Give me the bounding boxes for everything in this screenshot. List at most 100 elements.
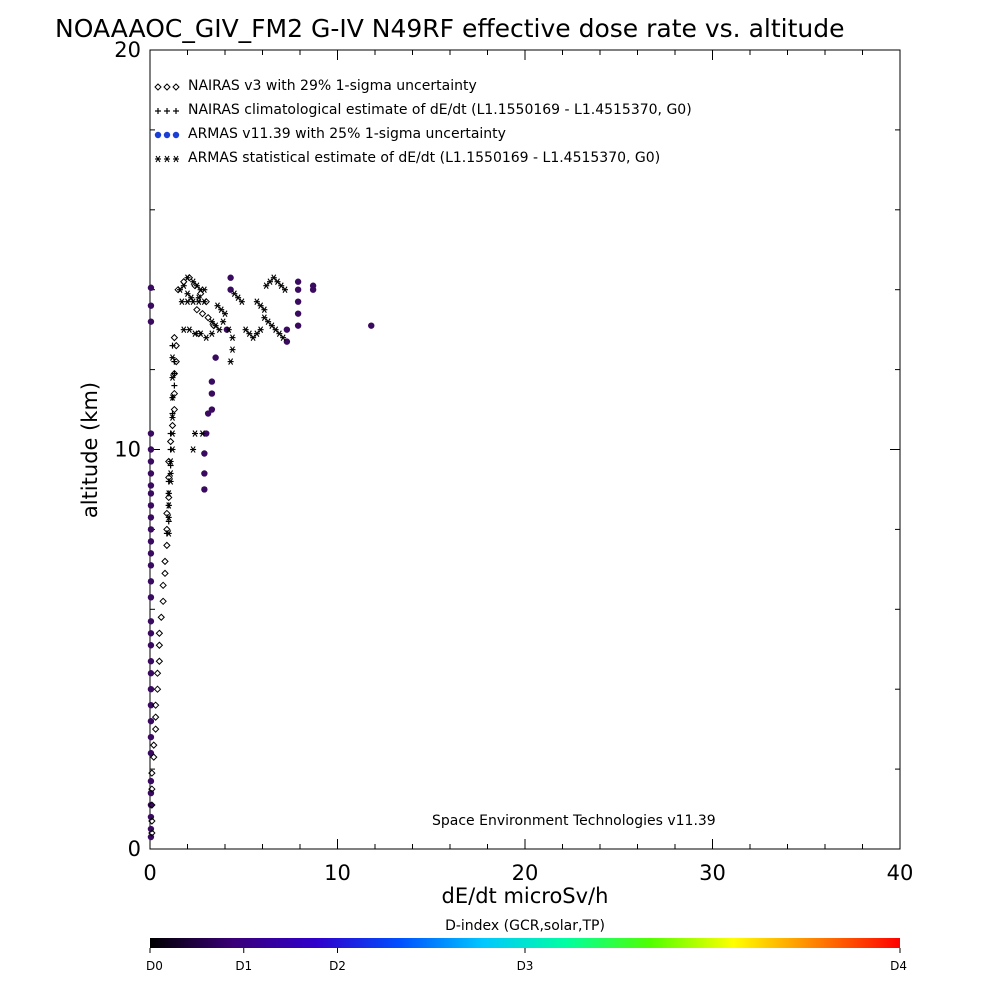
series-plus xyxy=(163,342,178,537)
data-point xyxy=(196,289,205,298)
data-point xyxy=(168,421,177,430)
data-point xyxy=(167,462,174,469)
data-point xyxy=(229,346,236,353)
data-point xyxy=(153,669,162,677)
data-point xyxy=(195,294,202,301)
data-point xyxy=(212,354,219,361)
data-point xyxy=(150,741,158,749)
data-point xyxy=(147,733,155,741)
data-point xyxy=(148,785,156,793)
data-point xyxy=(174,285,182,294)
series-dot xyxy=(147,274,375,841)
data-point xyxy=(147,562,155,569)
data-point xyxy=(147,458,155,465)
legend-symbol xyxy=(155,108,161,114)
data-point xyxy=(165,518,172,525)
data-point xyxy=(184,290,191,298)
data-point xyxy=(309,282,317,289)
data-point xyxy=(170,389,179,398)
data-point xyxy=(147,550,155,557)
legend-item: NAIRAS climatological estimate of dE/dt … xyxy=(155,102,692,118)
data-point xyxy=(159,597,167,606)
data-point xyxy=(180,278,188,286)
data-point xyxy=(280,334,287,341)
data-point xyxy=(147,630,155,637)
data-point xyxy=(147,446,155,453)
data-point xyxy=(225,326,232,333)
data-point xyxy=(282,286,288,294)
legend-symbol xyxy=(154,83,162,91)
data-point xyxy=(185,274,194,282)
colorbar-labels: D0 D1 D2 D3 D4 xyxy=(146,948,907,973)
data-point xyxy=(210,321,218,330)
data-point xyxy=(253,298,260,305)
data-point xyxy=(208,330,215,337)
data-point xyxy=(180,326,187,333)
data-point xyxy=(163,530,170,537)
data-point xyxy=(195,298,202,305)
data-point xyxy=(170,369,179,378)
data-point xyxy=(167,470,174,477)
data-point xyxy=(238,298,245,305)
data-point xyxy=(172,357,180,366)
data-point xyxy=(157,613,165,621)
x-tick-label: 30 xyxy=(699,861,726,885)
legend-symbol xyxy=(173,155,179,163)
data-point xyxy=(274,278,281,286)
data-point xyxy=(167,446,174,453)
data-point xyxy=(257,302,264,309)
data-point xyxy=(151,713,160,721)
data-point xyxy=(151,701,160,709)
data-point xyxy=(148,801,156,809)
data-point xyxy=(208,378,216,385)
data-point xyxy=(257,326,264,333)
series-asterisk xyxy=(165,274,288,537)
data-point xyxy=(151,725,160,733)
data-point xyxy=(147,578,155,585)
colorbar-label: D0 xyxy=(146,959,163,973)
data-point xyxy=(199,430,206,437)
legend-symbol xyxy=(155,155,161,163)
data-point xyxy=(263,282,270,290)
legend-symbol xyxy=(163,83,171,91)
data-point xyxy=(171,358,178,365)
data-point xyxy=(170,405,179,414)
colorbar-label: D2 xyxy=(329,959,346,973)
data-point xyxy=(201,486,208,493)
y-tick-label: 0 xyxy=(128,837,141,861)
data-point xyxy=(203,334,210,341)
data-point xyxy=(147,502,155,509)
y-axis-label: altitude (km) xyxy=(78,382,102,518)
data-point xyxy=(368,322,375,329)
data-point xyxy=(172,341,180,350)
data-point xyxy=(169,410,176,417)
series-diamond xyxy=(148,274,218,837)
data-point xyxy=(198,309,207,318)
data-point xyxy=(147,686,155,693)
data-point xyxy=(147,482,155,489)
credit-label: Space Environment Technologies v11.39 xyxy=(432,813,716,829)
data-point xyxy=(235,294,242,301)
data-point xyxy=(222,310,228,317)
data-point xyxy=(148,817,156,825)
data-point xyxy=(147,490,155,497)
plot-frame xyxy=(149,49,901,850)
data-point xyxy=(201,450,208,457)
x-tick-label: 20 xyxy=(512,861,539,885)
legend-item: ARMAS statistical estimate of dE/dt (L1.… xyxy=(155,150,660,166)
legend-symbol xyxy=(172,131,180,139)
data-point xyxy=(204,313,212,322)
y-tick-label: 20 xyxy=(114,38,141,62)
legend-symbol xyxy=(164,108,170,114)
data-point xyxy=(250,334,257,341)
legend-symbol xyxy=(163,131,171,139)
legend-label: ARMAS statistical estimate of dE/dt (L1.… xyxy=(188,150,660,166)
data-point xyxy=(166,437,175,446)
data-point xyxy=(147,618,155,625)
data-point xyxy=(227,274,234,281)
data-point xyxy=(147,538,155,545)
data-point xyxy=(191,281,199,290)
legend-item: ARMAS v11.39 with 25% 1-sigma uncertaint… xyxy=(154,126,506,142)
data-point xyxy=(294,310,302,317)
